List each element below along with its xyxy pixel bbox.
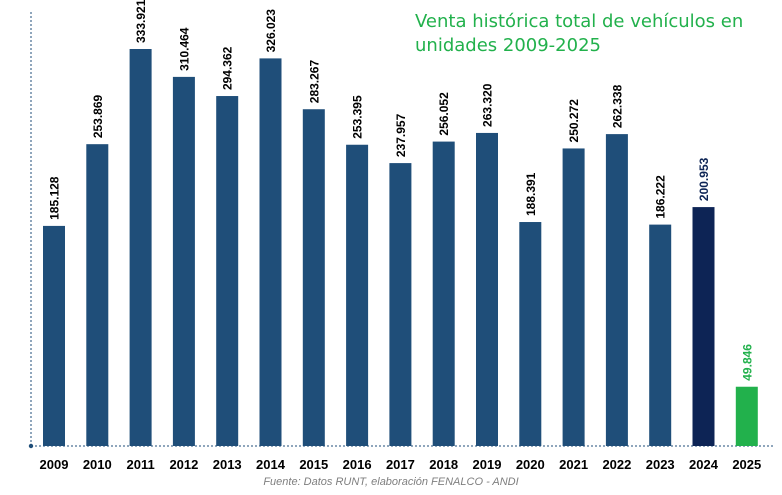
x-tick-label-2018: 2018: [429, 457, 458, 472]
data-label-2013: 294.362: [221, 46, 235, 90]
data-label-2024: 200.953: [697, 157, 711, 201]
x-tick-label-2020: 2020: [516, 457, 545, 472]
x-tick-label-2025: 2025: [732, 457, 761, 472]
bar-2009: [43, 225, 65, 446]
chart-title-line-2: unidades 2009-2025: [415, 35, 601, 56]
x-tick-label-2019: 2019: [473, 457, 502, 472]
data-label-2018: 256.052: [437, 92, 451, 136]
data-label-2022: 262.338: [610, 84, 624, 128]
x-tick-label-2009: 2009: [40, 457, 69, 472]
bar-2013: [216, 96, 239, 446]
data-label-2010: 253.869: [91, 94, 105, 138]
chart-title-line-1: Venta histórica total de vehículos en: [415, 11, 744, 32]
x-tick-label-2022: 2022: [602, 457, 631, 472]
x-tick-label-2012: 2012: [169, 457, 198, 472]
x-tick-label-2017: 2017: [386, 457, 415, 472]
bar-2017: [389, 163, 412, 446]
data-label-2015: 283.267: [307, 60, 321, 104]
data-label-2011: 333.921: [134, 0, 148, 43]
data-label-2009: 185.128: [48, 176, 62, 220]
x-tick-label-2014: 2014: [256, 457, 286, 472]
x-tick-label-2021: 2021: [559, 457, 588, 472]
bar-2015: [302, 109, 325, 446]
bar-2019: [476, 132, 498, 446]
data-label-2012: 310.464: [177, 27, 191, 71]
x-tick-label-2011: 2011: [126, 457, 154, 472]
data-label-2016: 253.395: [351, 95, 365, 139]
data-label-2020: 188.391: [524, 172, 538, 216]
bar-2012: [172, 76, 195, 447]
bar-2023: [649, 224, 672, 446]
x-tick-label-2016: 2016: [343, 457, 372, 472]
bar-2025: [735, 386, 758, 446]
bar-2010: [86, 144, 109, 446]
bar-2020: [519, 222, 542, 446]
bar-2018: [432, 141, 455, 446]
x-tick-label-2013: 2013: [213, 457, 242, 472]
x-tick-label-2023: 2023: [646, 457, 675, 472]
data-label-2014: 326.023: [264, 9, 278, 53]
data-label-2025: 49.846: [740, 344, 754, 381]
bar-2014: [259, 58, 282, 447]
x-tick-label-2010: 2010: [83, 457, 112, 472]
bar-2021: [562, 148, 585, 446]
axis-origin-dot: [28, 443, 34, 449]
x-tick-label-2024: 2024: [689, 457, 719, 472]
chart-source-note: Fuente: Datos RUNT, elaboración FENALCO …: [263, 476, 519, 488]
data-label-2017: 237.957: [394, 113, 408, 157]
bar-2016: [346, 144, 369, 446]
data-label-2019: 263.320: [481, 83, 495, 127]
data-label-2021: 250.272: [567, 99, 581, 143]
bar-2024: [692, 207, 715, 446]
data-label-2023: 186.222: [654, 175, 668, 219]
chart-title: Venta histórica total de vehículos en un…: [415, 10, 775, 58]
bar-2011: [129, 49, 152, 446]
bar-2022: [605, 134, 628, 447]
x-tick-label-2015: 2015: [299, 457, 328, 472]
